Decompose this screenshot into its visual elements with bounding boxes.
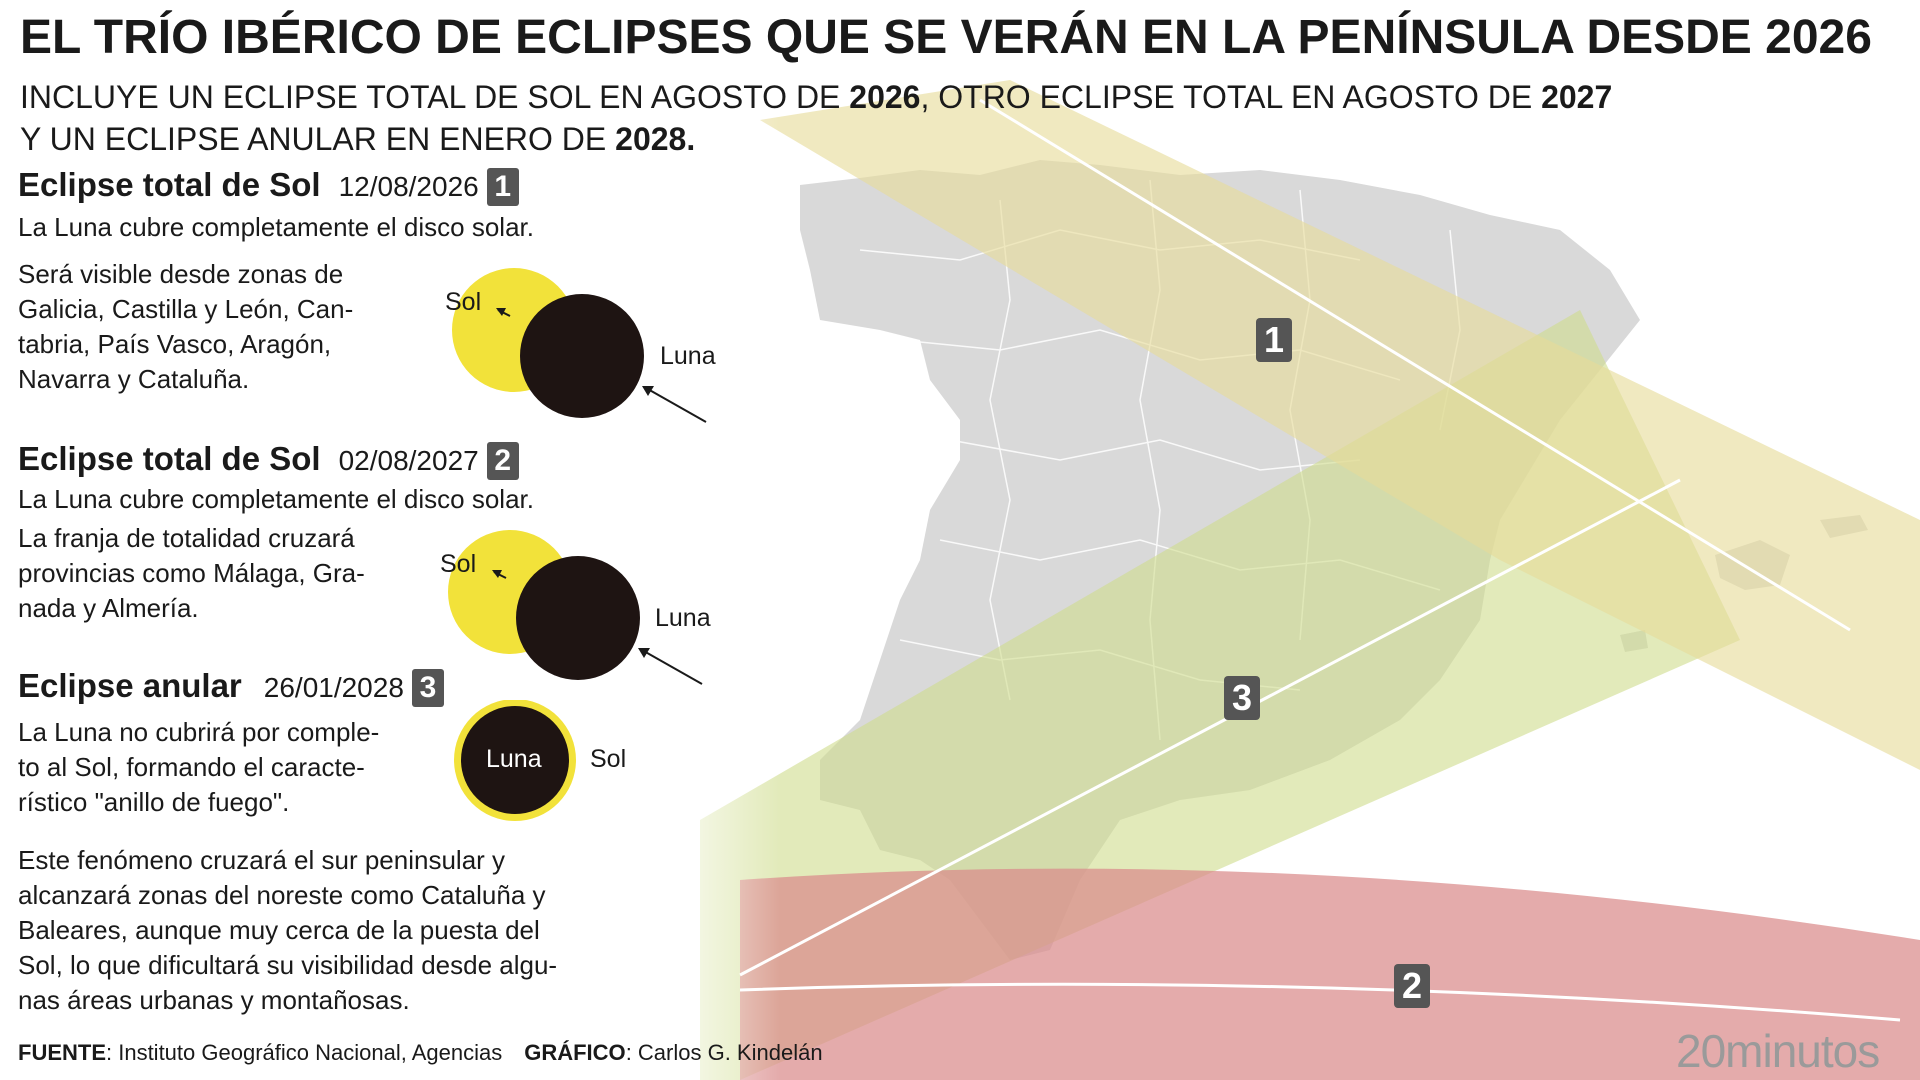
paragraph-line: Baleares, aunque muy cerca de la puesta … bbox=[18, 915, 540, 945]
centerline-2026 bbox=[979, 98, 1851, 632]
subtitle-year-2027: 2027 bbox=[1541, 79, 1613, 115]
arrow-head bbox=[492, 570, 502, 578]
moon-label: Luna bbox=[660, 342, 716, 370]
eclipse-diagram-2028 bbox=[454, 700, 576, 821]
subtitle-line-2: Y UN ECLIPSE ANULAR EN ENERO DE 2028. bbox=[20, 118, 1612, 160]
section-eclipse-2028: Eclipse anular 26/01/2028 3 La Luna no cub… bbox=[18, 667, 444, 820]
description-line: La franja de totalidad cruzará bbox=[18, 523, 355, 554]
eclipse-band-2027 bbox=[740, 868, 1920, 1080]
section-description: La franja de totalidad cruzará provincia… bbox=[18, 521, 534, 626]
subtitle-text: , OTRO ECLIPSE TOTAL EN AGOSTO DE bbox=[920, 79, 1542, 115]
map-badge-3: 3 bbox=[1224, 676, 1260, 720]
description-line: Será visible desde zonas de bbox=[18, 259, 344, 290]
moon-disc bbox=[520, 294, 644, 418]
description-line: Navarra y Cataluña. bbox=[18, 364, 250, 395]
subtitle-year-2026: 2026 bbox=[849, 79, 921, 115]
description-line: nada y Almería. bbox=[18, 593, 199, 624]
section-intro: La Luna cubre completamente el disco sol… bbox=[18, 484, 534, 515]
section-date: 26/01/2028 bbox=[263, 672, 404, 703]
moon-disc bbox=[461, 706, 569, 814]
subtitle-text: INCLUYE UN ECLIPSE TOTAL DE SOL EN AGOST… bbox=[20, 79, 850, 115]
section-eclipse-2027: Eclipse total de Sol 02/08/2027 2 La Luna … bbox=[18, 440, 534, 626]
source-text: : Instituto Geográfico Nacional, Agencia… bbox=[106, 1040, 503, 1065]
section-heading: Eclipse anular 26/01/2028 3 bbox=[18, 667, 444, 708]
moon-label: Luna bbox=[486, 745, 542, 773]
sun-label: Sol bbox=[445, 288, 482, 316]
section-title: Eclipse anular bbox=[18, 667, 242, 704]
section-date: 12/08/2026 bbox=[338, 171, 479, 202]
brand-logo: 20minutos bbox=[1676, 1025, 1880, 1077]
section-description: Será visible desde zonas de Galicia, Cas… bbox=[18, 257, 534, 397]
section-title: Eclipse total de Sol bbox=[18, 166, 321, 203]
centerline-2028 bbox=[739, 478, 1681, 977]
section-eclipse-2026: Eclipse total de Sol 12/08/2026 1 La Luna … bbox=[18, 166, 534, 397]
section-date: 02/08/2027 bbox=[338, 445, 479, 476]
section-badge: 2 bbox=[486, 442, 519, 481]
arrow-moon bbox=[645, 387, 707, 423]
centerline-2027 bbox=[739, 982, 1901, 1022]
subtitle-line-1: INCLUYE UN ECLIPSE TOTAL DE SOL EN AGOST… bbox=[20, 76, 1612, 118]
section-heading: Eclipse total de Sol 12/08/2026 1 bbox=[18, 166, 534, 207]
section-title: Eclipse total de Sol bbox=[18, 440, 321, 477]
section-heading: Eclipse total de Sol 02/08/2027 2 bbox=[18, 440, 534, 481]
extra-paragraph: Este fenómeno cruzará el sur peninsular … bbox=[18, 843, 557, 1018]
paragraph-line: nas áreas urbanas y montañosas. bbox=[18, 985, 410, 1015]
paragraph-line: alcanzará zonas del noreste como Cataluñ… bbox=[18, 880, 546, 910]
moon-disc bbox=[516, 556, 640, 680]
section-badge: 1 bbox=[486, 168, 519, 207]
sun-label: Sol bbox=[590, 745, 627, 773]
description-line: Galicia, Castilla y León, Can- bbox=[18, 294, 354, 325]
graphic-text: : Carlos G. Kindelán bbox=[625, 1040, 823, 1065]
eclipse-diagram-2027 bbox=[448, 530, 703, 685]
arrow-head bbox=[638, 648, 650, 658]
sun-label: Sol bbox=[440, 550, 477, 578]
arrow-head bbox=[496, 308, 506, 316]
graphic-label: GRÁFICO bbox=[524, 1040, 626, 1065]
description-line: rístico "anillo de fuego". bbox=[18, 787, 290, 818]
section-badge: 3 bbox=[411, 669, 444, 708]
arrow-moon bbox=[641, 649, 703, 685]
page-title: EL TRÍO IBÉRICO DE ECLIPSES QUE SE VERÁN… bbox=[20, 11, 1872, 64]
moon-label: Luna bbox=[655, 604, 711, 632]
paragraph-line: Sol, lo que dificultará su visibilidad d… bbox=[18, 950, 558, 980]
description-line: La Luna no cubrirá por comple- bbox=[18, 717, 380, 748]
eclipse-diagram-2026 bbox=[452, 268, 707, 423]
section-intro: La Luna cubre completamente el disco sol… bbox=[18, 212, 534, 243]
description-line: provincias como Málaga, Gra- bbox=[18, 558, 365, 589]
map-badge-2: 2 bbox=[1394, 964, 1430, 1008]
arrow-head bbox=[642, 386, 654, 396]
description-line: tabria, País Vasco, Aragón, bbox=[18, 329, 332, 360]
footer-credits: FUENTE: Instituto Geográfico Nacional, A… bbox=[18, 1040, 823, 1066]
subtitle-year-2028: 2028. bbox=[615, 121, 696, 157]
description-line: to al Sol, formando el caracte- bbox=[18, 752, 365, 783]
source-label: FUENTE bbox=[18, 1040, 106, 1065]
paragraph-line: Este fenómeno cruzará el sur peninsular … bbox=[18, 845, 506, 875]
subtitle-text: Y UN ECLIPSE ANULAR EN ENERO DE bbox=[20, 121, 616, 157]
eclipse-band-2026 bbox=[760, 80, 1920, 770]
left-fade bbox=[0, 0, 780, 1080]
page-subtitle: INCLUYE UN ECLIPSE TOTAL DE SOL EN AGOST… bbox=[20, 76, 1612, 160]
section-description: La Luna no cubrirá por comple- to al Sol… bbox=[18, 715, 444, 820]
map-badge-1: 1 bbox=[1256, 318, 1292, 362]
